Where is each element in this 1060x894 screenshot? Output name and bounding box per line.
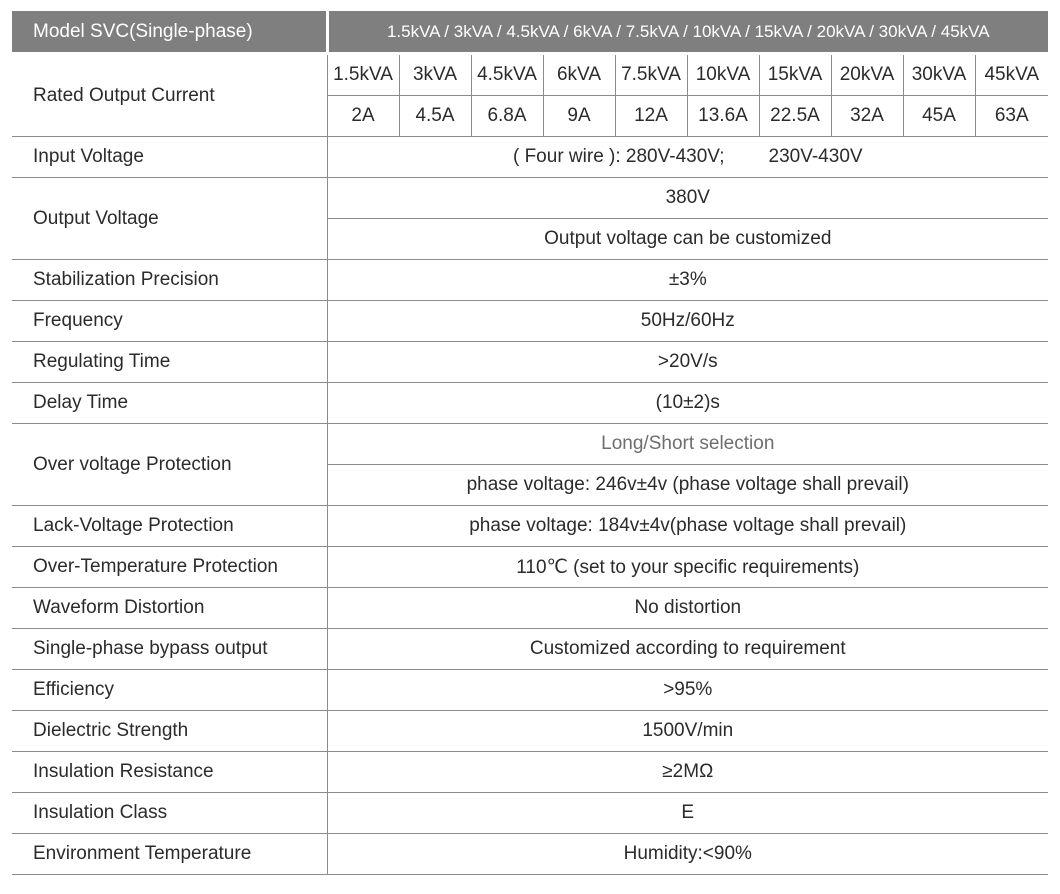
output-voltage-note-row: Output voltage can be customized — [12, 218, 1049, 260]
current-cell: 12A — [615, 95, 688, 137]
rating-cell: 15kVA — [759, 53, 832, 96]
output-voltage-row: Output Voltage 380V — [12, 177, 1049, 260]
current-cell: 13.6A — [687, 95, 760, 137]
waveform-value: No distortion — [327, 587, 1049, 629]
current-cell: 2A — [327, 95, 400, 137]
waveform-row: Waveform Distortion No distortion — [12, 587, 1049, 629]
rated-current-row-ratings: Rated Output Current 1.5kVA 3kVA 4.5kVA … — [12, 53, 1049, 137]
environment-row: Environment Temperature Humidity:<90% — [12, 833, 1049, 875]
over-temperature-label: Over-Temperature Protection — [12, 546, 328, 588]
input-voltage-label: Input Voltage — [12, 136, 328, 178]
spec-table-container: Model SVC(Single-phase) 1.5kVA / 3kVA / … — [12, 11, 1049, 875]
output-voltage-label: Output Voltage — [12, 177, 328, 260]
dielectric-value: 1500V/min — [327, 710, 1049, 752]
rating-cell: 6kVA — [543, 53, 616, 96]
waveform-label: Waveform Distortion — [12, 587, 328, 629]
current-cell: 63A — [975, 95, 1049, 137]
over-voltage-note: phase voltage: 246v±4v (phase voltage sh… — [327, 464, 1049, 506]
frequency-row: Frequency 50Hz/60Hz — [12, 300, 1049, 342]
rated-current-row-currents: 2A 4.5A 6.8A 9A 12A 13.6A 22.5A 32A 45A … — [12, 95, 1049, 137]
rating-cell: 3kVA — [399, 53, 472, 96]
insulation-class-value: E — [327, 792, 1049, 834]
stabilization-row: Stabilization Precision ±3% — [12, 259, 1049, 301]
current-cell: 22.5A — [759, 95, 832, 137]
rating-cell: 20kVA — [831, 53, 904, 96]
insulation-class-row: Insulation Class E — [12, 792, 1049, 834]
current-cell: 6.8A — [471, 95, 544, 137]
delay-time-value: (10±2)s — [327, 382, 1049, 424]
bypass-value: Customized according to requirement — [327, 628, 1049, 670]
environment-label: Environment Temperature — [12, 833, 328, 875]
model-header: Model SVC(Single-phase) — [12, 11, 329, 55]
dielectric-label: Dielectric Strength — [12, 710, 328, 752]
over-voltage-note-row: phase voltage: 246v±4v (phase voltage sh… — [12, 464, 1049, 506]
header-row: Model SVC(Single-phase) 1.5kVA / 3kVA / … — [12, 11, 1049, 55]
rating-cell: 7.5kVA — [615, 53, 688, 96]
capacity-header: 1.5kVA / 3kVA / 4.5kVA / 6kVA / 7.5kVA /… — [327, 11, 1049, 55]
output-voltage-value: 380V — [327, 177, 1049, 219]
regulating-time-label: Regulating Time — [12, 341, 328, 383]
efficiency-value: >95% — [327, 669, 1049, 711]
rating-cell: 1.5kVA — [327, 53, 400, 96]
efficiency-label: Efficiency — [12, 669, 328, 711]
stabilization-label: Stabilization Precision — [12, 259, 328, 301]
efficiency-row: Efficiency >95% — [12, 669, 1049, 711]
lack-voltage-label: Lack-Voltage Protection — [12, 505, 328, 547]
insulation-resistance-row: Insulation Resistance ≥2MΩ — [12, 751, 1049, 793]
current-cell: 9A — [543, 95, 616, 137]
environment-value: Humidity:<90% — [327, 833, 1049, 875]
rating-cell: 10kVA — [687, 53, 760, 96]
current-cell: 45A — [903, 95, 976, 137]
input-voltage-range: 230V-430V — [768, 146, 863, 167]
insulation-resistance-label: Insulation Resistance — [12, 751, 328, 793]
bypass-row: Single-phase bypass output Customized ac… — [12, 628, 1049, 670]
regulating-time-row: Regulating Time >20V/s — [12, 341, 1049, 383]
frequency-value: 50Hz/60Hz — [327, 300, 1049, 342]
rating-cell: 4.5kVA — [471, 53, 544, 96]
input-voltage-four-wire: ( Four wire ): 280V-430V; — [512, 146, 725, 167]
over-voltage-row: Over voltage Protection Long/Short selec… — [12, 423, 1049, 506]
dielectric-row: Dielectric Strength 1500V/min — [12, 710, 1049, 752]
insulation-class-label: Insulation Class — [12, 792, 328, 834]
rating-cell: 45kVA — [975, 53, 1049, 96]
lack-voltage-row: Lack-Voltage Protection phase voltage: 1… — [12, 505, 1049, 547]
rated-current-label: Rated Output Current — [12, 53, 328, 137]
over-voltage-value: Long/Short selection — [327, 423, 1049, 465]
over-voltage-label: Over voltage Protection — [12, 423, 328, 506]
delay-time-label: Delay Time — [12, 382, 328, 424]
current-cell: 32A — [831, 95, 904, 137]
over-temperature-value: 110℃ (set to your specific requirements) — [327, 546, 1049, 588]
frequency-label: Frequency — [12, 300, 328, 342]
lack-voltage-value: phase voltage: 184v±4v(phase voltage sha… — [327, 505, 1049, 547]
input-voltage-value: ( Four wire ): 280V-430V; 230V-430V — [327, 136, 1049, 178]
output-voltage-note: Output voltage can be customized — [327, 218, 1049, 260]
delay-time-row: Delay Time (10±2)s — [12, 382, 1049, 424]
regulating-time-value: >20V/s — [327, 341, 1049, 383]
current-cell: 4.5A — [399, 95, 472, 137]
spec-table: Model SVC(Single-phase) 1.5kVA / 3kVA / … — [12, 11, 1049, 875]
over-temperature-row: Over-Temperature Protection 110℃ (set to… — [12, 546, 1049, 588]
insulation-resistance-value: ≥2MΩ — [327, 751, 1049, 793]
bypass-label: Single-phase bypass output — [12, 628, 328, 670]
stabilization-value: ±3% — [327, 259, 1049, 301]
rating-cell: 30kVA — [903, 53, 976, 96]
input-voltage-row: Input Voltage ( Four wire ): 280V-430V; 2… — [12, 136, 1049, 178]
